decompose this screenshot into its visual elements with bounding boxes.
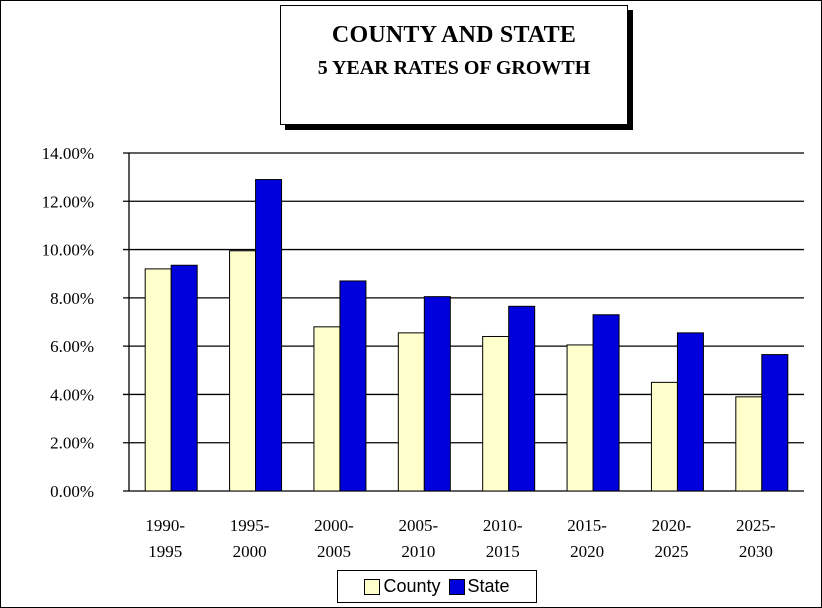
x-tick-label: 2025 bbox=[654, 542, 688, 561]
bar-county bbox=[229, 250, 257, 492]
y-tick-label: 2.00% bbox=[50, 434, 94, 453]
x-tick-label: 2015- bbox=[567, 516, 607, 535]
x-tick-label: 2010 bbox=[401, 542, 435, 561]
x-tick-label: 1995- bbox=[230, 516, 270, 535]
x-tick-label: 1995 bbox=[148, 542, 182, 561]
x-tick-label: 1990- bbox=[145, 516, 185, 535]
x-tick-label: 2015 bbox=[486, 542, 520, 561]
legend-swatch-state bbox=[448, 578, 465, 595]
x-tick-label: 2020 bbox=[570, 542, 604, 561]
x-tick-label: 2000- bbox=[314, 516, 354, 535]
x-tick-label: 2025- bbox=[736, 516, 776, 535]
chart-title-box: COUNTY AND STATE 5 YEAR RATES OF GROWTH bbox=[280, 5, 628, 125]
bar-state bbox=[423, 296, 451, 492]
bar-state bbox=[339, 280, 367, 492]
legend-swatch-county bbox=[364, 578, 381, 595]
bar-state bbox=[170, 264, 198, 492]
legend-item-state: State bbox=[448, 576, 510, 597]
y-tick-label: 0.00% bbox=[50, 482, 94, 501]
bar-county bbox=[482, 335, 510, 492]
bar-county bbox=[313, 326, 341, 492]
bar-state bbox=[761, 354, 789, 492]
bar-county bbox=[397, 332, 425, 492]
bar-county bbox=[735, 396, 763, 492]
bar-state bbox=[508, 305, 536, 492]
bar-state bbox=[676, 332, 704, 492]
bar-state bbox=[592, 314, 620, 492]
x-tick-label: 2010- bbox=[483, 516, 523, 535]
y-tick-label: 8.00% bbox=[50, 289, 94, 308]
x-tick-label: 2005 bbox=[317, 542, 351, 561]
x-tick-label: 2030 bbox=[739, 542, 773, 561]
y-tick-label: 10.00% bbox=[42, 241, 94, 260]
legend: County State bbox=[337, 570, 537, 603]
legend-label-county: County bbox=[383, 576, 441, 596]
y-tick-label: 4.00% bbox=[50, 385, 94, 404]
y-tick-label: 12.00% bbox=[42, 192, 94, 211]
legend-label-state: State bbox=[467, 576, 510, 596]
x-tick-label: 2020- bbox=[652, 516, 692, 535]
bar-county bbox=[650, 381, 678, 492]
y-tick-label: 14.00% bbox=[42, 144, 94, 163]
bar-state bbox=[255, 179, 283, 492]
chart-subtitle: 5 YEAR RATES OF GROWTH bbox=[317, 57, 591, 79]
x-tick-label: 2005- bbox=[398, 516, 438, 535]
legend-item-county: County bbox=[364, 576, 441, 597]
bar-county bbox=[144, 268, 172, 492]
x-tick-label: 2000 bbox=[233, 542, 267, 561]
y-tick-label: 6.00% bbox=[50, 337, 94, 356]
bar-county bbox=[566, 344, 594, 492]
chart-title: COUNTY AND STATE bbox=[331, 22, 577, 48]
